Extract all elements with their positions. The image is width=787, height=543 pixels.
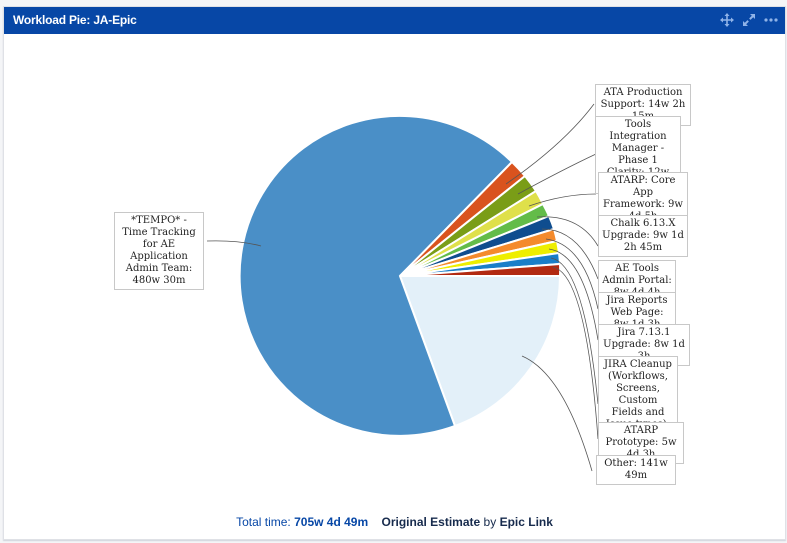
label-tempo: *TEMPO* - Time Tracking for AE Applicati…	[114, 212, 204, 290]
group-name: Epic Link	[499, 515, 553, 529]
chart-footer: Total time: 705w 4d 49m Original Estimat…	[4, 515, 785, 529]
pie-svg	[206, 103, 599, 472]
total-time-label: Total time:	[236, 515, 291, 529]
pie-chart: *TEMPO* - Time Tracking for AE Applicati…	[4, 34, 787, 514]
slice-other	[398, 275, 562, 428]
by-text: by	[483, 515, 497, 529]
more-icon[interactable]	[763, 11, 779, 29]
field-name: Original Estimate	[381, 515, 481, 529]
slice-atarp-proto	[399, 262, 562, 277]
total-time-value: 705w 4d 49m	[294, 515, 369, 529]
label-other: Other: 141w 49m	[596, 455, 676, 485]
expand-icon[interactable]	[741, 11, 757, 29]
gadget-title: Workload Pie: JA-Epic	[13, 13, 137, 27]
move-icon[interactable]	[719, 11, 735, 29]
workload-pie-gadget: Workload Pie: JA-Epic	[3, 6, 786, 540]
gadget-header: Workload Pie: JA-Epic	[4, 7, 785, 34]
label-chalk: Chalk 6.13.X Upgrade: 9w 1d 2h 45m	[598, 215, 688, 257]
